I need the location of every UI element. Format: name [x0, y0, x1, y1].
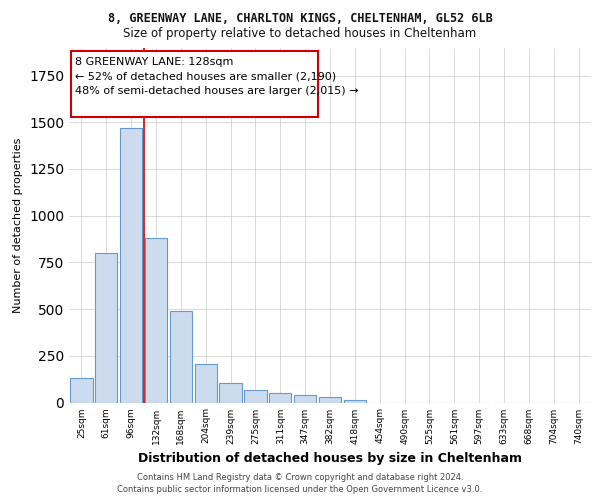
Bar — [70, 378, 92, 402]
Bar — [344, 400, 366, 402]
Bar — [120, 128, 142, 402]
Bar — [95, 253, 118, 402]
Bar — [145, 238, 167, 402]
Text: 8, GREENWAY LANE, CHARLTON KINGS, CHELTENHAM, GL52 6LB: 8, GREENWAY LANE, CHARLTON KINGS, CHELTE… — [107, 12, 493, 26]
Bar — [170, 311, 192, 402]
Bar — [220, 383, 242, 402]
Bar — [194, 364, 217, 403]
Text: Size of property relative to detached houses in Cheltenham: Size of property relative to detached ho… — [124, 28, 476, 40]
Text: 8 GREENWAY LANE: 128sqm
← 52% of detached houses are smaller (2,190)
48% of semi: 8 GREENWAY LANE: 128sqm ← 52% of detache… — [75, 57, 359, 96]
Bar — [294, 395, 316, 402]
Bar — [71, 51, 317, 116]
Bar — [244, 390, 266, 402]
Bar — [269, 393, 292, 402]
Bar — [319, 397, 341, 402]
Text: Contains HM Land Registry data © Crown copyright and database right 2024.
Contai: Contains HM Land Registry data © Crown c… — [118, 472, 482, 494]
X-axis label: Distribution of detached houses by size in Cheltenham: Distribution of detached houses by size … — [138, 452, 522, 465]
Y-axis label: Number of detached properties: Number of detached properties — [13, 138, 23, 312]
